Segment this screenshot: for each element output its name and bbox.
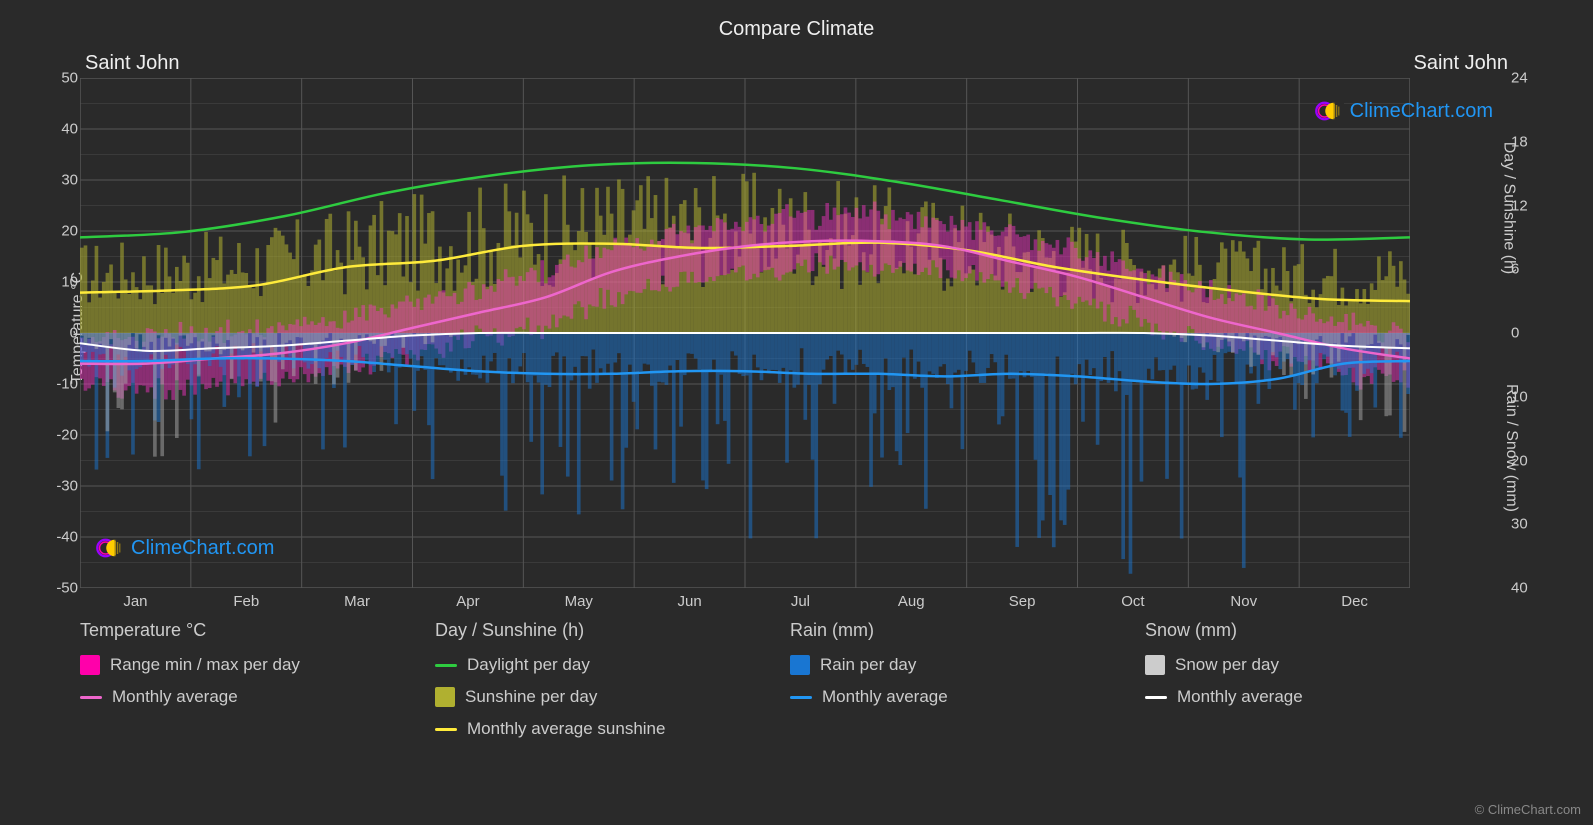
legend-temperature: Temperature °C Range min / max per day Mo…	[80, 620, 435, 751]
y-left-tick: -30	[50, 478, 78, 495]
legend-title: Rain (mm)	[790, 620, 1145, 641]
x-tick: Feb	[233, 593, 259, 610]
legend-label: Range min / max per day	[110, 655, 300, 675]
brand-logo-bottom: ClimeChart.com	[95, 533, 274, 563]
x-tick: Jun	[677, 593, 701, 610]
x-tick: Oct	[1121, 593, 1144, 610]
y-right-tick: 24	[1511, 70, 1533, 87]
legend-swatch	[790, 655, 810, 675]
y-left-tick: -20	[50, 427, 78, 444]
y-left-tick: -50	[50, 580, 78, 597]
x-tick: Aug	[898, 593, 925, 610]
brand-icon	[1314, 96, 1344, 126]
y-right-tick: 20	[1511, 452, 1533, 469]
legend-label: Snow per day	[1175, 655, 1279, 675]
y-right-tick: 0	[1511, 325, 1533, 342]
climate-chart	[80, 78, 1410, 588]
y-left-tick: 10	[50, 274, 78, 291]
legend-label: Monthly average	[112, 687, 238, 707]
brand-logo-top: ClimeChart.com	[1314, 96, 1493, 126]
x-tick: Dec	[1341, 593, 1368, 610]
legend-label: Rain per day	[820, 655, 916, 675]
y-right-tick: 10	[1511, 388, 1533, 405]
y-right-tick: 12	[1511, 197, 1533, 214]
legend-label: Monthly average sunshine	[467, 719, 665, 739]
x-tick: Jul	[791, 593, 810, 610]
legend-swatch	[435, 687, 455, 707]
legend-item: Rain per day	[790, 655, 1145, 675]
x-tick: Sep	[1009, 593, 1036, 610]
page-title: Compare Climate	[0, 0, 1593, 41]
x-tick: May	[565, 593, 593, 610]
x-tick: Mar	[344, 593, 370, 610]
legend-item: Sunshine per day	[435, 687, 790, 707]
legend-swatch	[435, 664, 457, 667]
y-right-tick: 40	[1511, 580, 1533, 597]
y-left-tick: -10	[50, 376, 78, 393]
legend-swatch	[435, 728, 457, 731]
chart-container: Saint John Saint John Temperature °C Day…	[0, 48, 1593, 608]
legend-swatch	[1145, 655, 1165, 675]
legend-item: Monthly average	[1145, 687, 1500, 707]
legend-snow: Snow (mm) Snow per day Monthly average	[1145, 620, 1500, 751]
brand-text: ClimeChart.com	[1350, 100, 1493, 123]
legend-container: Temperature °C Range min / max per day Mo…	[80, 620, 1500, 751]
legend-swatch	[1145, 696, 1167, 699]
legend-swatch	[80, 655, 100, 675]
y-left-tick: 30	[50, 172, 78, 189]
legend-rain: Rain (mm) Rain per day Monthly average	[790, 620, 1145, 751]
legend-title: Day / Sunshine (h)	[435, 620, 790, 641]
legend-item: Snow per day	[1145, 655, 1500, 675]
legend-item: Monthly average	[80, 687, 435, 707]
legend-label: Monthly average	[1177, 687, 1303, 707]
legend-title: Snow (mm)	[1145, 620, 1500, 641]
y-right-tick: 6	[1511, 261, 1533, 278]
y-left-tick: 20	[50, 223, 78, 240]
x-tick: Nov	[1230, 593, 1257, 610]
legend-day: Day / Sunshine (h) Daylight per day Sunsh…	[435, 620, 790, 751]
legend-item: Daylight per day	[435, 655, 790, 675]
location-label-left: Saint John	[85, 52, 180, 75]
legend-item: Range min / max per day	[80, 655, 435, 675]
brand-text: ClimeChart.com	[131, 537, 274, 560]
legend-title: Temperature °C	[80, 620, 435, 641]
legend-item: Monthly average sunshine	[435, 719, 790, 739]
y-left-tick: -40	[50, 529, 78, 546]
legend-label: Sunshine per day	[465, 687, 597, 707]
brand-icon	[95, 533, 125, 563]
location-label-right: Saint John	[1413, 52, 1508, 75]
y-left-tick: 40	[50, 121, 78, 138]
y-right-tick: 30	[1511, 516, 1533, 533]
legend-label: Daylight per day	[467, 655, 590, 675]
y-left-tick: 50	[50, 70, 78, 87]
legend-item: Monthly average	[790, 687, 1145, 707]
legend-swatch	[80, 696, 102, 699]
y-left-tick: 0	[50, 325, 78, 342]
legend-swatch	[790, 696, 812, 699]
y-right-tick: 18	[1511, 133, 1533, 150]
x-tick: Apr	[456, 593, 479, 610]
x-tick: Jan	[123, 593, 147, 610]
copyright-text: © ClimeChart.com	[1475, 802, 1581, 817]
legend-label: Monthly average	[822, 687, 948, 707]
